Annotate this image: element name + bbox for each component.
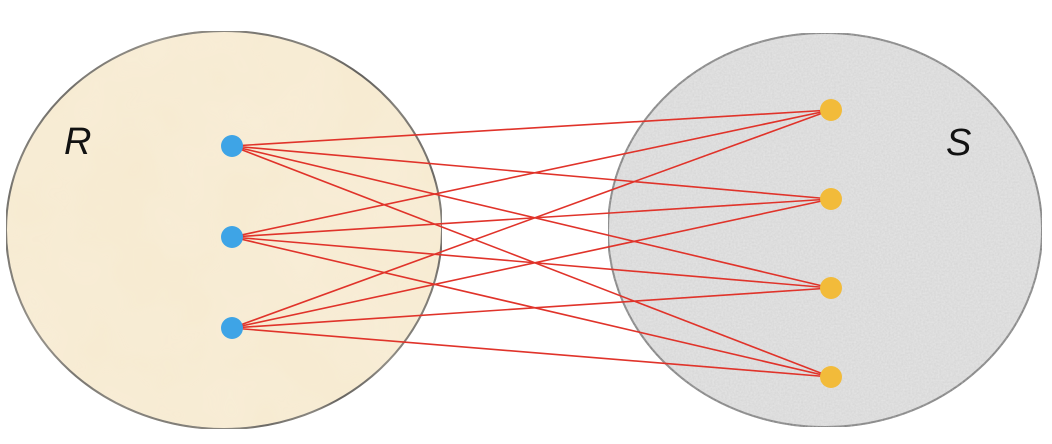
set-r-element-1 bbox=[221, 135, 243, 157]
set-s-circle bbox=[607, 32, 1043, 428]
relation-edge-r1-s1 bbox=[231, 109, 832, 147]
relation-edge-r2-s2 bbox=[231, 198, 832, 238]
relation-edge-r2-s3 bbox=[231, 236, 832, 289]
set-s-element-2 bbox=[820, 188, 842, 210]
set-s-element-4 bbox=[820, 366, 842, 388]
set-r-element-3 bbox=[221, 317, 243, 339]
set-r-label: R bbox=[64, 121, 91, 163]
relation-edge-r2-s1 bbox=[231, 109, 832, 238]
relation-edge-r3-s3 bbox=[231, 287, 832, 329]
set-s-element-3 bbox=[820, 277, 842, 299]
set-s-label: S bbox=[946, 122, 971, 164]
set-s bbox=[607, 32, 1043, 428]
set-r-elements bbox=[221, 135, 243, 339]
relation-edge-r3-s2 bbox=[231, 198, 832, 329]
relation-edge-r1-s3 bbox=[231, 145, 832, 289]
set-s-elements bbox=[820, 99, 842, 388]
set-r-element-2 bbox=[221, 226, 243, 248]
set-s-element-1 bbox=[820, 99, 842, 121]
relation-edge-r2-s4 bbox=[231, 236, 832, 378]
relation-edge-r3-s4 bbox=[231, 327, 832, 378]
relation-edge-r1-s2 bbox=[231, 145, 832, 200]
relation-edge-r3-s1 bbox=[231, 109, 832, 329]
relation-edges bbox=[231, 109, 832, 378]
relation-edge-r1-s4 bbox=[231, 145, 832, 378]
